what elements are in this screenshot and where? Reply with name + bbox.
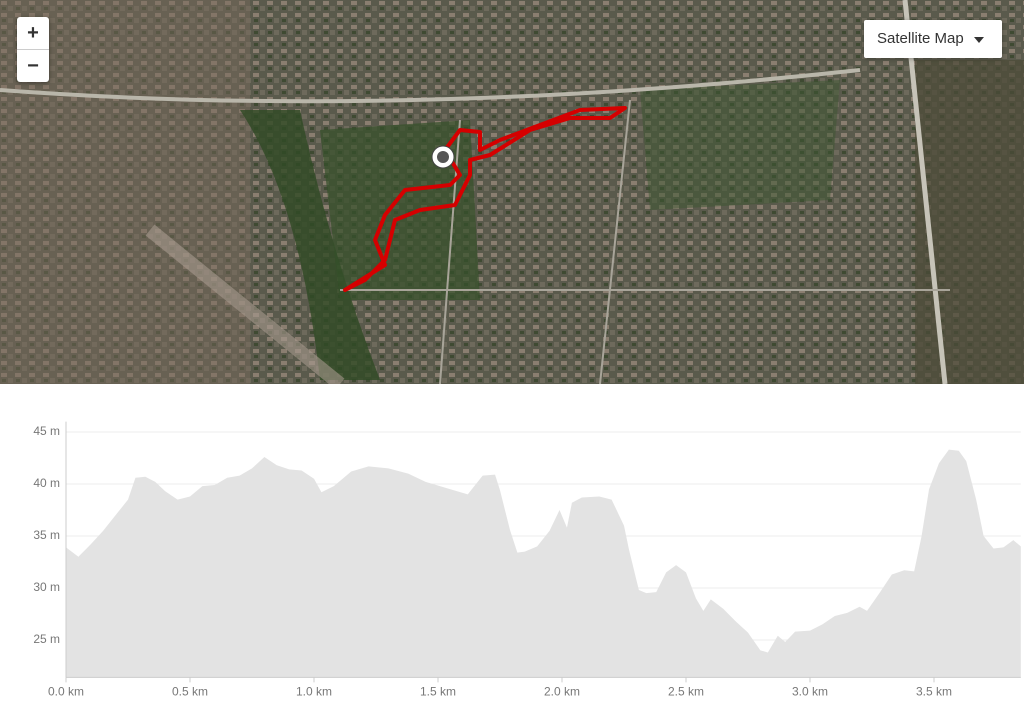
x-tick-label: 1.5 km xyxy=(420,685,456,699)
x-tick-label: 2.0 km xyxy=(544,685,580,699)
x-tick-label: 0.0 km xyxy=(48,685,84,699)
y-tick-label: 30 m xyxy=(33,580,60,594)
x-tick-label: 3.5 km xyxy=(916,685,952,699)
map-type-dropdown[interactable]: Satellite Map xyxy=(864,20,1002,58)
zoom-out-button[interactable]: − xyxy=(27,55,39,77)
x-tick-label: 0.5 km xyxy=(172,685,208,699)
x-tick-label: 2.5 km xyxy=(668,685,704,699)
map-imagery xyxy=(0,0,1024,390)
satellite-map[interactable]: + − Satellite Map xyxy=(0,0,1024,390)
zoom-control: + − xyxy=(17,17,49,82)
x-tick-label: 1.0 km xyxy=(296,685,332,699)
y-tick-label: 40 m xyxy=(33,476,60,490)
elevation-chart: 25 m 30 m 35 m 40 m 45 m 0.0 km 0.5 km 1.0 km 1.… xyxy=(33,421,1021,699)
y-tick-label: 25 m xyxy=(33,632,60,646)
zoom-in-button[interactable]: + xyxy=(17,17,49,50)
y-tick-label: 35 m xyxy=(33,528,60,542)
y-tick-label: 45 m xyxy=(33,424,60,438)
x-tick-label: 3.0 km xyxy=(792,685,828,699)
elevation-area xyxy=(66,449,1021,678)
